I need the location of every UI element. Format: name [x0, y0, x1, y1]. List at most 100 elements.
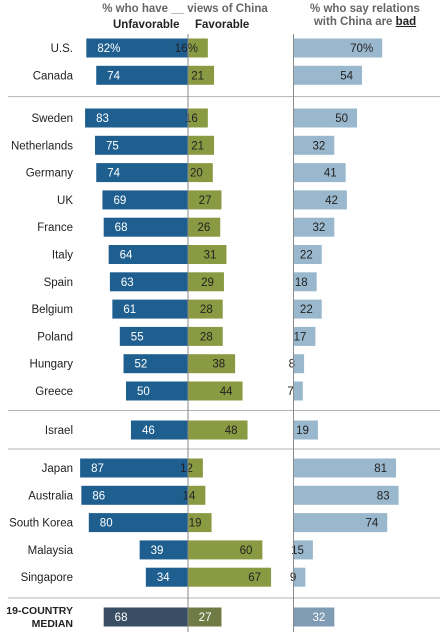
relations-bad-bar-u-s-	[294, 38, 383, 58]
favorable-value-hungary: 38	[212, 359, 225, 371]
unfavorable-value-sweden: 83	[96, 113, 109, 125]
favorable-bar-australia	[188, 485, 206, 505]
unfavorable-bar-u-s-	[86, 38, 188, 58]
relations-bad-bar-australia	[294, 485, 399, 505]
country-label-spain: Spain	[44, 277, 73, 289]
country-label-malaysia: Malaysia	[28, 545, 74, 557]
relations-bad-bar-singapore	[294, 567, 306, 587]
favorable-bar-singapore	[188, 567, 272, 587]
unfavorable-value-u-s-: 82%	[97, 43, 120, 55]
favorable-value-uk: 27	[199, 195, 212, 207]
right-title-line1: % who say relations	[310, 3, 420, 15]
favorable-bar-hungary	[188, 354, 236, 374]
favorable-bar-sweden	[188, 108, 208, 128]
unfavorable-value-malaysia: 39	[151, 545, 164, 557]
favorable-value-netherlands: 21	[191, 140, 204, 152]
relations-bad-value-uk: 42	[325, 195, 338, 207]
median-label-line1: 19-COUNTRY	[6, 605, 73, 617]
favorable-value-japan: 12	[180, 463, 193, 475]
unfavorable-bar-germany	[96, 163, 188, 183]
favorable-bar-belgium	[188, 299, 223, 319]
country-label-netherlands: Netherlands	[11, 140, 73, 152]
unfavorable-bar-netherlands	[95, 135, 188, 155]
relations-bad-bar-median	[294, 607, 335, 627]
favorable-value-greece: 44	[220, 386, 233, 398]
unfavorable-value-median: 68	[115, 612, 128, 624]
relations-bad-value-australia: 83	[377, 490, 390, 502]
relations-bad-value-japan: 81	[374, 463, 387, 475]
country-label-israel: Israel	[45, 425, 73, 437]
unfavorable-value-south-korea: 80	[100, 518, 113, 530]
relations-bad-bar-germany	[294, 163, 346, 183]
relations-bad-value-germany: 41	[324, 168, 337, 180]
median-label-line2: MEDIAN	[32, 618, 73, 630]
unfavorable-bar-singapore	[145, 567, 188, 587]
relations-bad-bar-spain	[294, 272, 317, 292]
relations-bad-value-israel: 19	[296, 425, 309, 437]
country-label-poland: Poland	[37, 331, 73, 343]
favorable-bar-france	[188, 217, 221, 237]
unfavorable-value-hungary: 52	[135, 359, 148, 371]
favorable-bar-u-s-	[188, 38, 208, 58]
relations-bad-value-belgium: 22	[300, 304, 313, 316]
favorable-value-belgium: 28	[200, 304, 213, 316]
relations-bad-bar-malaysia	[294, 540, 313, 560]
favorable-bar-spain	[188, 272, 224, 292]
right-chart-title: % who say relations with China are bad	[290, 3, 440, 29]
unfavorable-bar-hungary	[123, 354, 188, 374]
favorable-bar-median	[188, 607, 222, 627]
unfavorable-value-germany: 74	[107, 168, 120, 180]
favorable-value-canada: 21	[191, 70, 204, 82]
country-label-belgium: Belgium	[31, 304, 73, 316]
favorable-value-germany: 20	[190, 168, 203, 180]
favorable-value-malaysia: 60	[240, 545, 253, 557]
relations-bad-bar-netherlands	[294, 135, 335, 155]
unfavorable-value-uk: 69	[113, 195, 126, 207]
favorable-value-south-korea: 19	[189, 518, 202, 530]
relations-bad-bar-canada	[294, 65, 363, 85]
relations-bad-value-canada: 54	[340, 70, 353, 82]
relations-bad-value-italy: 22	[300, 250, 313, 262]
favorable-bar-italy	[188, 245, 227, 264]
relations-bad-value-sweden: 50	[335, 113, 348, 125]
country-label-u-s-: U.S.	[51, 43, 73, 55]
unfavorable-bar-japan	[80, 458, 188, 478]
relations-bad-bar-south-korea	[294, 513, 388, 533]
favorable-value-israel: 48	[225, 425, 238, 437]
unfavorable-bar-south-korea	[88, 513, 188, 533]
relations-bad-bar-france	[294, 217, 335, 237]
favorable-value-italy: 31	[204, 250, 217, 262]
unfavorable-value-france: 68	[115, 222, 128, 234]
main-chart-title: % who have __ views of China	[102, 3, 268, 15]
country-label-hungary: Hungary	[30, 359, 74, 371]
unfavorable-bar-uk	[102, 190, 188, 210]
favorable-value-median: 27	[199, 612, 212, 624]
relations-bad-value-france: 32	[313, 222, 326, 234]
relations-bad-value-greece: 7	[287, 386, 293, 398]
favorable-value-u-s-: 16%	[175, 43, 198, 55]
country-label-italy: Italy	[52, 250, 73, 262]
unfavorable-value-italy: 64	[120, 250, 133, 262]
favorable-value-spain: 29	[201, 277, 214, 289]
country-label-japan: Japan	[42, 463, 73, 475]
favorable-bar-germany	[188, 163, 213, 183]
unfavorable-value-belgium: 61	[123, 304, 136, 316]
unfavorable-value-spain: 63	[121, 277, 134, 289]
unfavorable-bar-malaysia	[139, 540, 188, 560]
relations-bad-bar-belgium	[294, 299, 322, 319]
right-title-prefix: with China are	[313, 16, 393, 28]
relations-bad-value-south-korea: 74	[365, 518, 378, 530]
favorable-bar-japan	[188, 458, 203, 478]
unfavorable-value-greece: 50	[137, 386, 150, 398]
unfavorable-value-japan: 87	[91, 463, 104, 475]
favorable-bar-israel	[188, 420, 248, 440]
right-title-emphasis: bad	[395, 16, 417, 28]
favorable-value-sweden: 16	[185, 113, 198, 125]
country-label-south-korea: South Korea	[9, 518, 74, 530]
legend-favorable: Favorable	[195, 19, 250, 31]
favorable-bar-netherlands	[188, 135, 215, 155]
unfavorable-bar-australia	[81, 485, 188, 505]
legend-unfavorable: Unfavorable	[113, 19, 180, 31]
unfavorable-value-netherlands: 75	[106, 140, 119, 152]
